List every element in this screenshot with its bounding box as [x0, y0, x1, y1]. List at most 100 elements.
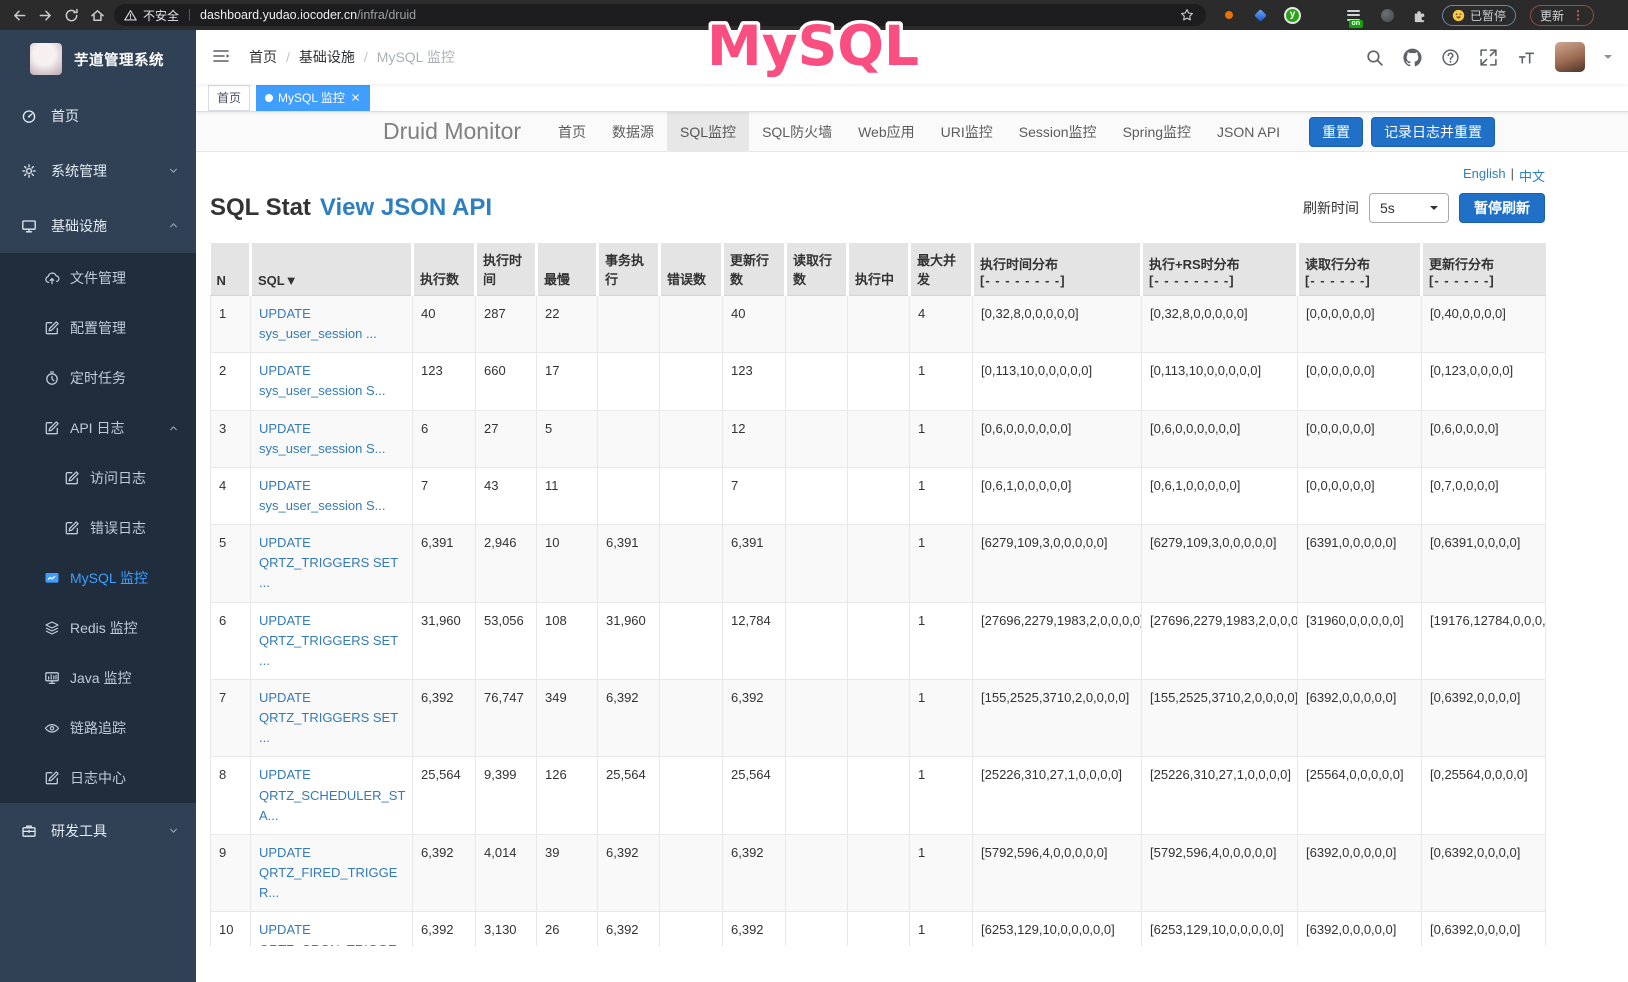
help-icon[interactable] — [1441, 48, 1460, 67]
sidebar-item-redis-monitor[interactable]: Redis 监控 — [0, 603, 196, 653]
sidebar-item-config-management[interactable]: 配置管理 — [0, 303, 196, 353]
column-header-update-row-dist[interactable]: 更新行分布 [- - - - - -] — [1420, 243, 1546, 296]
sidebar-item-mysql-monitor[interactable]: MySQL 监控 — [0, 553, 196, 603]
column-header-exec-time-dist[interactable]: 执行时间分布 [- - - - - - - -] — [971, 243, 1142, 296]
kebab-menu-icon[interactable]: ⋮ — [1572, 8, 1585, 22]
druid-nav-spring-monitor[interactable]: Spring监控 — [1122, 123, 1192, 140]
extension-icon-orange-ring[interactable] — [1220, 7, 1237, 24]
security-warning-icon — [124, 9, 137, 22]
column-header-exec-rs-dist[interactable]: 执行+RS时分布 [- - - - - - - -] — [1140, 243, 1298, 296]
sidebar-item-file-management[interactable]: 文件管理 — [0, 253, 196, 303]
druid-nav-session-monitor[interactable]: Session监控 — [1018, 123, 1097, 140]
extension-icon-dark[interactable] — [1379, 7, 1396, 24]
tag-home[interactable]: 首页 — [208, 84, 251, 111]
sidebar-item-error-logs[interactable]: 错误日志 — [0, 503, 196, 553]
sidebar-item-infrastructure[interactable]: 基础设施 — [0, 198, 196, 253]
bookmark-star-icon[interactable] — [1178, 6, 1196, 24]
sidebar-item-label: MySQL 监控 — [70, 570, 149, 586]
reset-button[interactable]: 重置 — [1309, 116, 1364, 147]
sidebar-item-scheduled-jobs[interactable]: 定时任务 — [0, 353, 196, 403]
lang-chinese-link[interactable]: 中文 — [1518, 169, 1545, 184]
extension-icon-blue-gem[interactable] — [1252, 7, 1269, 24]
browser-home-button[interactable] — [88, 6, 106, 24]
sql-link[interactable]: UPDATE sys_user_session S... — [259, 477, 386, 513]
druid-brand[interactable]: Druid Monitor — [383, 118, 522, 144]
tag-mysql-monitor[interactable]: MySQL 监控 — [256, 84, 370, 111]
druid-nav-home[interactable]: 首页 — [558, 123, 587, 140]
browser-update-button[interactable]: 更新 ⋮ — [1530, 4, 1595, 26]
sidebar-item-log-center[interactable]: 日志中心 — [0, 753, 196, 803]
lang-english-link[interactable]: English — [1462, 166, 1506, 181]
security-label[interactable]: 不安全 — [143, 8, 180, 23]
github-icon[interactable] — [1403, 48, 1422, 67]
avatar-caret-icon[interactable] — [1604, 55, 1612, 63]
table-row: 1 UPDATE sys_user_session ... 40 287 22 … — [210, 294, 1546, 354]
column-header-read-row-dist[interactable]: 读取行分布 [- - - - - -] — [1296, 243, 1422, 296]
extension-icon-list[interactable]: on — [1347, 7, 1364, 28]
sidebar-item-system-management[interactable]: 系统管理 — [0, 143, 196, 198]
druid-nav-datasource[interactable]: 数据源 — [612, 123, 655, 140]
view-json-api-link[interactable]: View JSON API — [319, 194, 492, 221]
cell-exec-rs-dist: [0,32,8,0,0,0,0,0] — [1141, 294, 1298, 354]
column-header-error-count[interactable]: 错误数 — [658, 243, 723, 296]
druid-nav-json-api[interactable]: JSON API — [1217, 123, 1281, 140]
cell-slowest: 11 — [536, 466, 598, 526]
cell-exec-count: 7 — [412, 466, 476, 526]
cell-error-count — [659, 601, 723, 680]
sql-link[interactable]: UPDATE QRTZ_TRIGGERS SET ... — [259, 612, 398, 668]
sidebar-item-api-logs[interactable]: API 日志 — [0, 403, 196, 453]
column-header-sql[interactable]: SQL▼ — [249, 243, 413, 296]
column-header-running[interactable]: 执行中 — [846, 243, 910, 296]
sql-link[interactable]: UPDATE QRTZ_FIRED_TRIGGER... — [259, 844, 398, 901]
paused-extension-badge[interactable]: 已暂停 — [1442, 4, 1517, 26]
breadcrumb-infrastructure[interactable]: 基础设施 — [298, 49, 355, 65]
search-icon[interactable] — [1365, 48, 1384, 67]
app-logo[interactable]: 芋道管理系统 — [0, 30, 196, 88]
sidebar-item-access-logs[interactable]: 访问日志 — [0, 453, 196, 503]
sql-link[interactable]: UPDATE QRTZ_TRIGGERS SET ... — [259, 535, 398, 591]
user-avatar[interactable] — [1555, 42, 1585, 72]
sql-link[interactable]: UPDATE sys_user_session S... — [259, 420, 386, 456]
extension-icon-grid[interactable] — [1316, 7, 1332, 23]
druid-nav-web-app[interactable]: Web应用 — [858, 123, 915, 140]
druid-nav-uri-monitor[interactable]: URI监控 — [940, 123, 993, 140]
sidebar-item-home[interactable]: 首页 — [0, 88, 196, 143]
breadcrumb-home[interactable]: 首页 — [249, 49, 277, 65]
log-and-reset-button[interactable]: 记录日志并重置 — [1371, 116, 1496, 147]
column-header-slowest[interactable]: 最慢 — [535, 243, 598, 296]
cell-max-concurrent: 1 — [909, 524, 973, 603]
sql-link[interactable]: UPDATE QRTZ_CRON_TRIGGERS... — [259, 922, 397, 946]
browser-forward-button[interactable] — [36, 6, 54, 24]
hamburger-icon[interactable] — [211, 46, 233, 68]
column-header-max-concurrent[interactable]: 最大并发 — [908, 243, 973, 296]
browser-back-button[interactable] — [10, 6, 28, 24]
sidebar-item-devtools[interactable]: 研发工具 — [0, 803, 196, 858]
druid-nav-sql-firewall[interactable]: SQL防火墙 — [762, 123, 833, 140]
sql-link[interactable]: UPDATE QRTZ_TRIGGERS SET ... — [259, 689, 398, 746]
cell-update-rows: 40 — [722, 294, 786, 354]
column-header-read-rows[interactable]: 读取行数 — [784, 243, 848, 296]
column-header-exec-time[interactable]: 执行时间 — [474, 243, 537, 296]
close-icon[interactable] — [350, 92, 361, 103]
column-header-exec-count[interactable]: 执行数 — [411, 243, 476, 296]
cell-sql: UPDATE QRTZ_FIRED_TRIGGER... — [250, 833, 413, 913]
sql-link[interactable]: UPDATE sys_user_session ... — [259, 306, 377, 342]
fullscreen-icon[interactable] — [1479, 48, 1498, 67]
pause-refresh-button[interactable]: 暂停刷新 — [1459, 193, 1545, 223]
refresh-interval-select[interactable]: 5s — [1369, 193, 1449, 223]
sql-link[interactable]: UPDATE sys_user_session S... — [259, 363, 386, 399]
cell-update-rows: 12 — [722, 409, 786, 468]
font-size-icon[interactable] — [1517, 48, 1536, 67]
druid-nav-sql-monitor[interactable]: SQL监控 — [667, 112, 750, 152]
column-header-n[interactable]: N — [210, 243, 251, 296]
extension-icon-green-y[interactable]: y — [1284, 6, 1301, 24]
sidebar-item-tracing[interactable]: 链路追踪 — [0, 703, 196, 753]
cell-tx-exec — [597, 294, 660, 354]
column-header-tx-exec[interactable]: 事务执行 — [596, 243, 660, 296]
extensions-puzzle-icon[interactable] — [1411, 7, 1428, 24]
sidebar-item-java-monitor[interactable]: Java 监控 — [0, 653, 196, 703]
sql-link[interactable]: UPDATE QRTZ_SCHEDULER_STA... — [259, 767, 406, 823]
browser-reload-button[interactable] — [62, 6, 80, 24]
column-header-update-rows[interactable]: 更新行数 — [721, 243, 786, 296]
address-bar[interactable]: 不安全 dashboard.yudao.iocoder.cn/infra/dru… — [114, 4, 1206, 26]
